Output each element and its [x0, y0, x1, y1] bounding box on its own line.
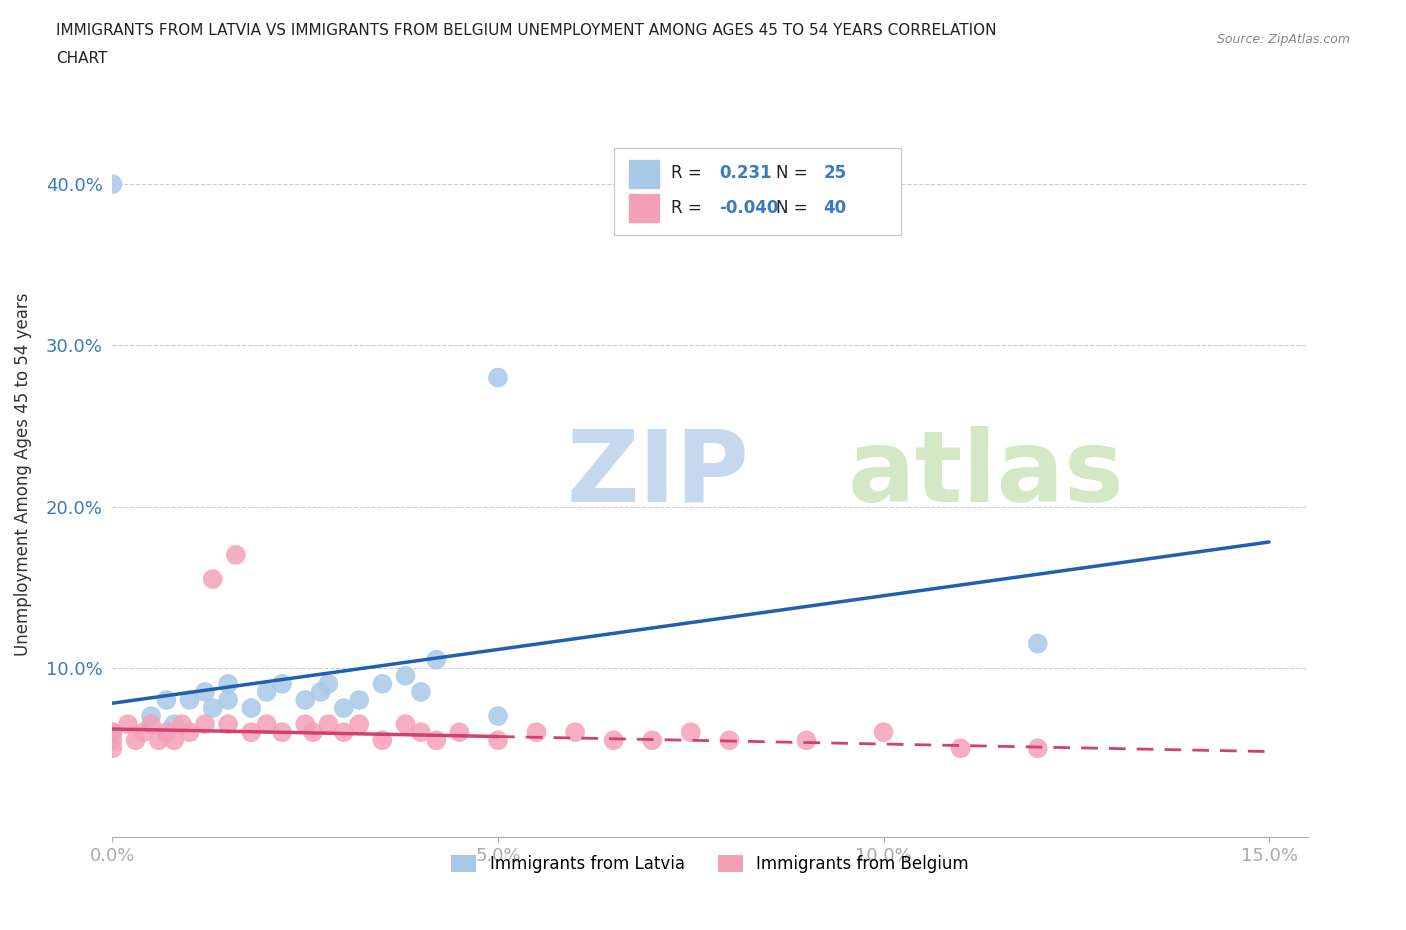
- Point: [194, 684, 217, 699]
- Point: [1026, 741, 1049, 756]
- Point: [179, 693, 201, 708]
- Point: [179, 724, 201, 739]
- Text: 25: 25: [824, 165, 846, 182]
- Point: [155, 693, 177, 708]
- Point: [347, 717, 370, 732]
- Point: [217, 676, 239, 691]
- Point: [139, 717, 162, 732]
- Point: [201, 572, 224, 587]
- Point: [409, 724, 432, 739]
- Text: 0.231: 0.231: [720, 165, 772, 182]
- Point: [318, 717, 340, 732]
- Point: [201, 700, 224, 715]
- Point: [240, 700, 263, 715]
- Y-axis label: Unemployment Among Ages 45 to 54 years: Unemployment Among Ages 45 to 54 years: [14, 293, 32, 656]
- Text: R =: R =: [671, 199, 702, 217]
- Point: [394, 669, 416, 684]
- Text: N =: N =: [776, 165, 807, 182]
- Point: [333, 724, 356, 739]
- Point: [163, 717, 186, 732]
- Point: [486, 733, 509, 748]
- Point: [409, 684, 432, 699]
- Point: [309, 684, 332, 699]
- Point: [425, 733, 447, 748]
- Legend: Immigrants from Latvia, Immigrants from Belgium: Immigrants from Latvia, Immigrants from …: [444, 848, 976, 880]
- Point: [101, 177, 124, 192]
- Text: atlas: atlas: [848, 426, 1123, 523]
- Point: [217, 693, 239, 708]
- Point: [256, 717, 278, 732]
- Point: [155, 724, 177, 739]
- Point: [347, 693, 370, 708]
- Point: [602, 733, 624, 748]
- Point: [294, 693, 316, 708]
- Point: [256, 684, 278, 699]
- Point: [796, 733, 818, 748]
- Point: [225, 548, 247, 563]
- Text: ZIP: ZIP: [567, 426, 749, 523]
- Text: N =: N =: [776, 199, 807, 217]
- Point: [124, 733, 146, 748]
- Point: [132, 724, 155, 739]
- Point: [425, 652, 447, 667]
- Point: [1026, 636, 1049, 651]
- Point: [641, 733, 664, 748]
- Point: [139, 709, 162, 724]
- Point: [170, 717, 193, 732]
- Point: [271, 724, 294, 739]
- Text: R =: R =: [671, 165, 702, 182]
- Text: 40: 40: [824, 199, 846, 217]
- Point: [271, 676, 294, 691]
- Point: [194, 717, 217, 732]
- Point: [318, 676, 340, 691]
- Point: [101, 724, 124, 739]
- Point: [294, 717, 316, 732]
- Point: [679, 724, 702, 739]
- Text: IMMIGRANTS FROM LATVIA VS IMMIGRANTS FROM BELGIUM UNEMPLOYMENT AMONG AGES 45 TO : IMMIGRANTS FROM LATVIA VS IMMIGRANTS FRO…: [56, 23, 997, 38]
- Point: [117, 717, 139, 732]
- Point: [486, 709, 509, 724]
- Text: -0.040: -0.040: [720, 199, 779, 217]
- Point: [101, 724, 124, 739]
- Point: [718, 733, 741, 748]
- Point: [449, 724, 471, 739]
- Bar: [628, 194, 658, 222]
- Point: [163, 733, 186, 748]
- Bar: [628, 160, 658, 188]
- Point: [371, 733, 394, 748]
- Point: [872, 724, 894, 739]
- Point: [302, 724, 325, 739]
- Point: [564, 724, 586, 739]
- Point: [101, 733, 124, 748]
- Point: [148, 733, 170, 748]
- Point: [101, 741, 124, 756]
- FancyBboxPatch shape: [614, 148, 901, 235]
- Text: CHART: CHART: [56, 51, 108, 66]
- Point: [371, 676, 394, 691]
- Text: Source: ZipAtlas.com: Source: ZipAtlas.com: [1216, 33, 1350, 46]
- Point: [486, 370, 509, 385]
- Point: [333, 700, 356, 715]
- Point: [949, 741, 972, 756]
- Point: [394, 717, 416, 732]
- Point: [526, 724, 548, 739]
- Point: [240, 724, 263, 739]
- Point: [217, 717, 239, 732]
